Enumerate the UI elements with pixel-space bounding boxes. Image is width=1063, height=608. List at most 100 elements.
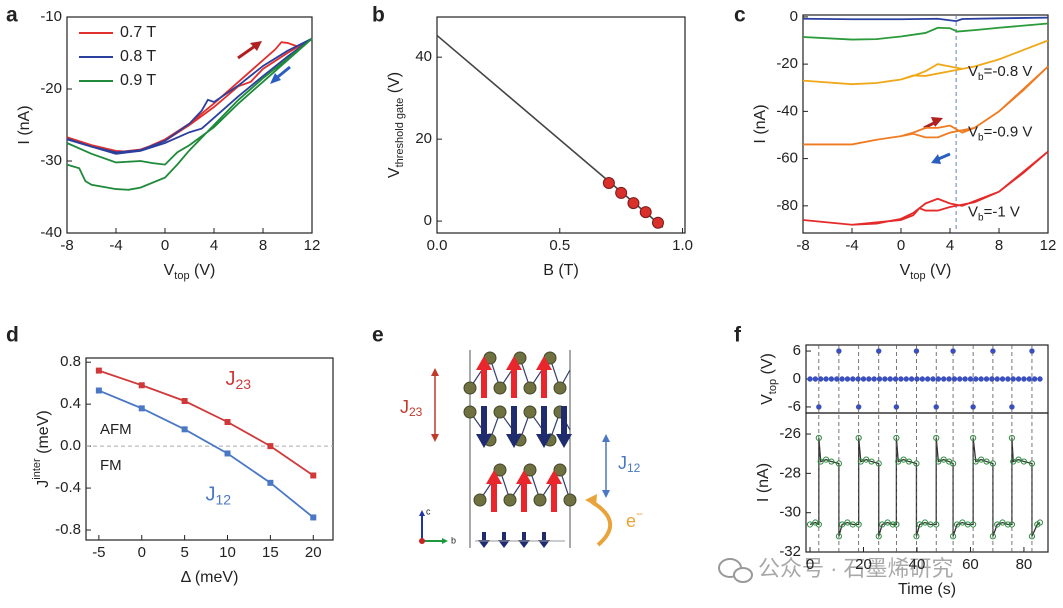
label-part: (V) bbox=[926, 262, 952, 279]
series-label: Vb=-0.8 V bbox=[968, 63, 1032, 83]
y-tick-label: 40 bbox=[415, 48, 432, 65]
spin bbox=[506, 406, 522, 448]
y-tick-label: -6 bbox=[788, 398, 801, 415]
spin bbox=[486, 470, 502, 512]
origin bbox=[419, 538, 425, 544]
label-part: V bbox=[386, 167, 403, 178]
point bbox=[973, 376, 979, 382]
x-axis-label: Δ (meV) bbox=[181, 569, 239, 586]
fit-line bbox=[436, 34, 664, 228]
atom bbox=[473, 493, 487, 507]
x-tick-label: -8 bbox=[796, 237, 809, 254]
x-tick-label: 0.5 bbox=[549, 237, 570, 254]
panel-label: f bbox=[734, 324, 742, 347]
point bbox=[895, 458, 902, 465]
point bbox=[1015, 376, 1022, 382]
point bbox=[823, 376, 829, 382]
point bbox=[822, 456, 830, 463]
x-tick-label: 80 bbox=[1016, 556, 1033, 573]
point bbox=[972, 458, 979, 465]
y-tick-label: -80 bbox=[776, 197, 798, 214]
label-part: J bbox=[206, 484, 216, 506]
point bbox=[887, 376, 893, 382]
sweep-arrows-c bbox=[923, 117, 951, 164]
arrowhead bbox=[931, 117, 943, 127]
point bbox=[916, 521, 923, 528]
x-tick-label: 12 bbox=[304, 237, 321, 254]
point bbox=[941, 376, 947, 382]
series-line bbox=[802, 39, 1049, 86]
arrowheads bbox=[431, 368, 439, 442]
label-part: V bbox=[164, 262, 175, 279]
point bbox=[908, 376, 915, 382]
point bbox=[860, 376, 867, 382]
label-part: (V) bbox=[386, 72, 403, 98]
point bbox=[1020, 458, 1028, 465]
y-tick-label: -30 bbox=[779, 504, 801, 521]
j12-label: J12 bbox=[618, 453, 641, 475]
arrowhead bbox=[442, 538, 448, 544]
label-script: b bbox=[978, 72, 984, 83]
panel-label: b bbox=[372, 4, 385, 27]
point bbox=[983, 376, 990, 382]
y-tick-label: -20 bbox=[40, 80, 62, 97]
y-tick-label: -60 bbox=[776, 150, 798, 167]
marker bbox=[181, 398, 188, 405]
spin bbox=[556, 406, 572, 448]
x-tick-label: 20 bbox=[855, 556, 872, 573]
y-axis-label: I (nA) bbox=[16, 105, 33, 144]
point bbox=[930, 376, 936, 382]
point bbox=[1036, 519, 1044, 526]
y-tick-label: 0 bbox=[793, 370, 801, 387]
point bbox=[1004, 521, 1011, 528]
point bbox=[1026, 376, 1032, 382]
point bbox=[850, 376, 856, 382]
y-tick-label: -20 bbox=[776, 55, 798, 72]
point bbox=[1008, 434, 1016, 442]
spin bbox=[476, 406, 492, 448]
point bbox=[1015, 456, 1022, 463]
point bbox=[812, 519, 819, 526]
marker bbox=[224, 418, 231, 425]
panel-label: e bbox=[372, 324, 384, 347]
label-part: V bbox=[968, 63, 978, 80]
plot-frame bbox=[85, 357, 334, 541]
point bbox=[970, 434, 977, 442]
series-line bbox=[803, 65, 1049, 146]
x-tick-label: -4 bbox=[109, 237, 122, 254]
label-part: =-0.9 V bbox=[984, 123, 1033, 140]
x-tick-label: 0 bbox=[897, 237, 905, 254]
y-tick-label: -26 bbox=[779, 425, 801, 442]
y-tick-label: -32 bbox=[779, 543, 801, 560]
point bbox=[978, 456, 985, 463]
x-tick-label: 20 bbox=[305, 544, 322, 561]
marker bbox=[138, 405, 145, 412]
series-label: Vb=-0.9 V bbox=[968, 123, 1032, 143]
point bbox=[924, 376, 931, 382]
point bbox=[844, 376, 851, 382]
y-tick-label: -28 bbox=[779, 464, 801, 481]
x-tick-label: -5 bbox=[92, 544, 105, 561]
x-tick-label: 4 bbox=[210, 237, 218, 254]
point bbox=[921, 519, 929, 526]
spin bbox=[516, 470, 532, 512]
point bbox=[953, 521, 961, 528]
point bbox=[849, 521, 856, 528]
label-script: top bbox=[174, 270, 189, 282]
x-tick-label: 15 bbox=[262, 544, 279, 561]
arrowhead bbox=[931, 154, 941, 164]
point bbox=[959, 519, 966, 526]
y-tick-label: -40 bbox=[776, 102, 798, 119]
marker bbox=[310, 514, 317, 521]
point bbox=[876, 376, 883, 382]
point bbox=[946, 376, 952, 382]
legend-label: 0.7 T bbox=[120, 24, 156, 41]
point bbox=[994, 376, 1000, 382]
point bbox=[806, 521, 814, 528]
annotation: AFM bbox=[100, 421, 132, 438]
label-script: top bbox=[910, 270, 925, 282]
spin bbox=[546, 470, 562, 512]
electron-label: e− bbox=[626, 507, 643, 531]
point bbox=[1021, 376, 1027, 382]
y-axis-label: Jinter (meV) bbox=[31, 410, 52, 487]
